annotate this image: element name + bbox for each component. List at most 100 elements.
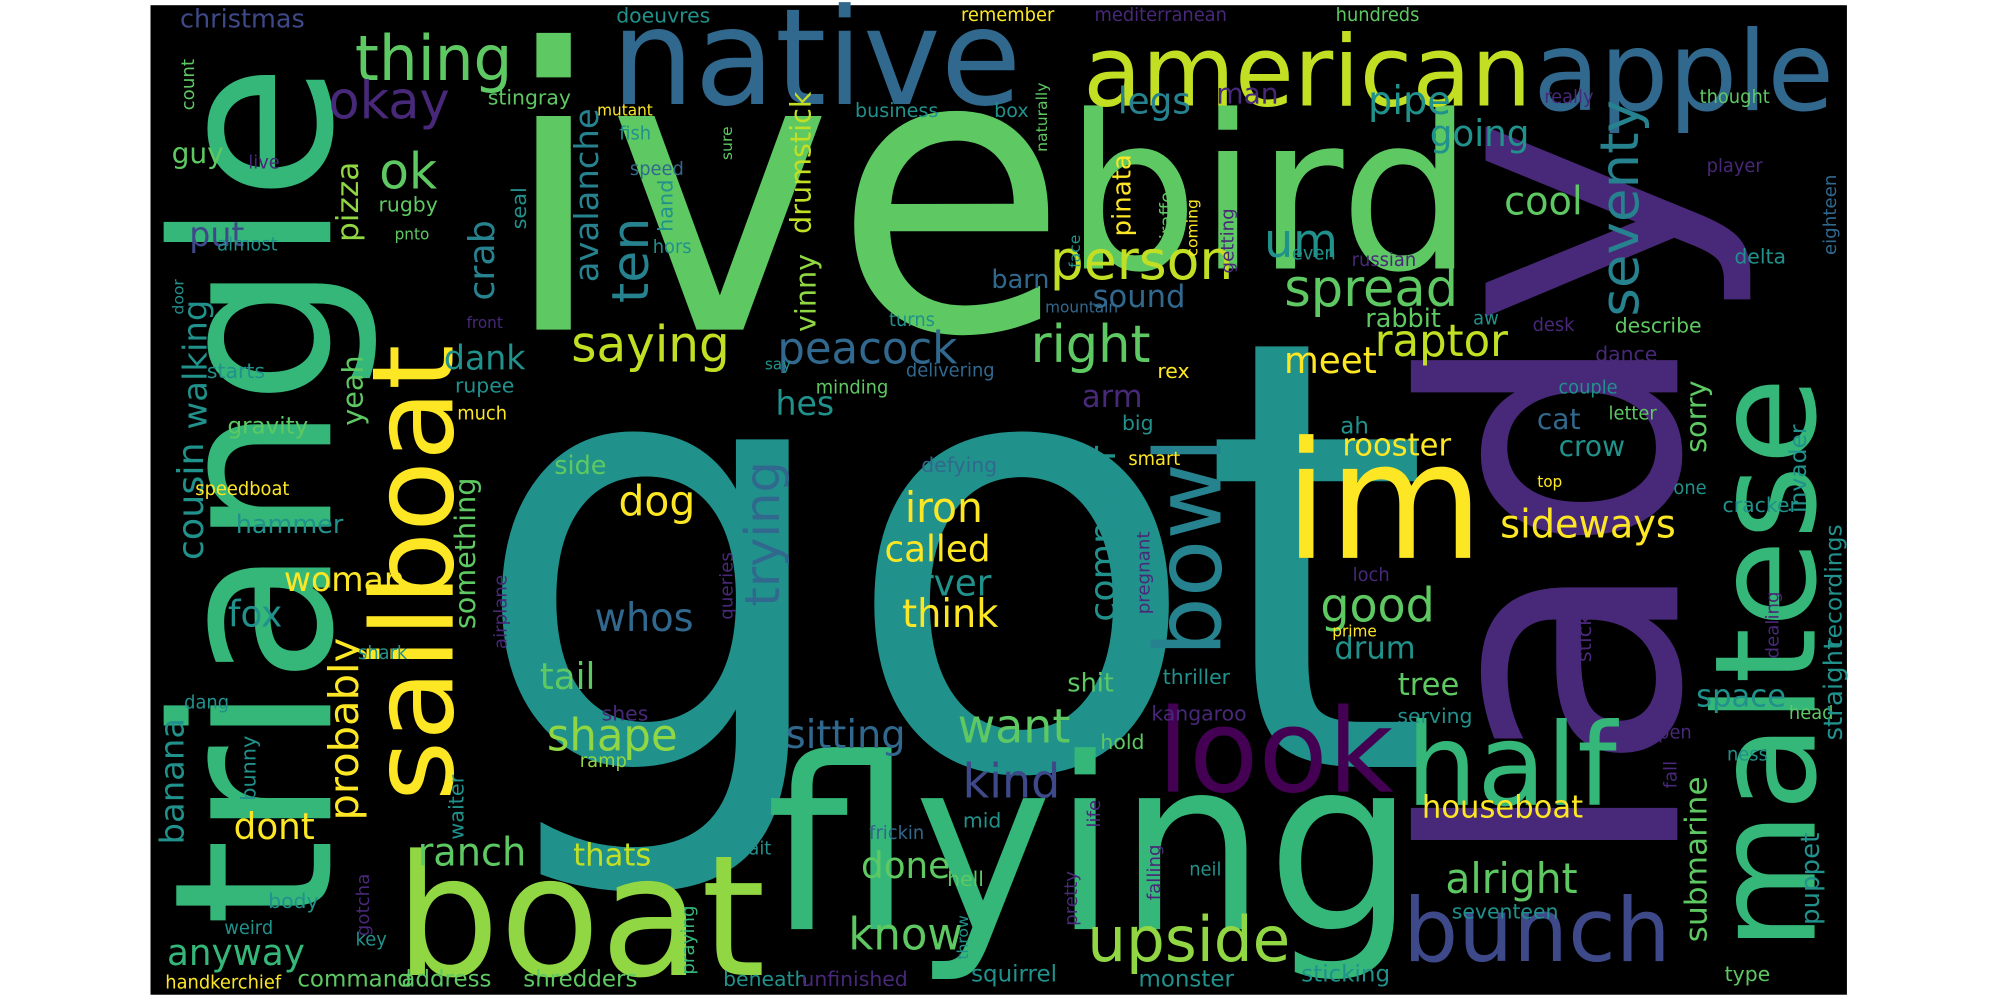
word: spread	[1284, 259, 1458, 320]
word: queries	[717, 552, 738, 620]
word: monster	[1138, 965, 1234, 992]
word: thing	[355, 22, 512, 95]
word: dank	[444, 338, 526, 377]
word: unfinished	[801, 967, 907, 991]
word: sideways	[1500, 502, 1676, 547]
word: alright	[1445, 855, 1577, 903]
word: business	[855, 99, 938, 122]
word: walking	[176, 300, 215, 430]
word: sailboat	[349, 345, 481, 802]
word: legs	[1118, 80, 1191, 122]
word: gotcha	[353, 874, 374, 937]
word: speed	[630, 159, 684, 180]
word: turns	[889, 310, 935, 331]
word: pinata	[1108, 154, 1138, 236]
word: man	[1216, 77, 1278, 110]
word: frickin	[869, 823, 924, 844]
word: sound	[1093, 279, 1186, 315]
word: right	[1031, 315, 1151, 376]
word: speedboat	[195, 479, 289, 500]
word: bunny	[237, 736, 261, 801]
word: vinny	[790, 254, 823, 332]
word: server	[878, 562, 991, 604]
word: loch	[1353, 565, 1390, 586]
word: seal	[507, 187, 531, 229]
word: fall	[1661, 761, 1682, 789]
word: describe	[1615, 313, 1702, 337]
word: sure	[718, 126, 736, 160]
word: rugby	[379, 192, 438, 216]
word: mutant	[597, 102, 653, 120]
word: hundreds	[1336, 5, 1420, 26]
word: aw	[1473, 308, 1499, 329]
word: naturally	[1033, 82, 1051, 151]
word: rooster	[1342, 427, 1451, 463]
word: getting	[1218, 208, 1239, 273]
word: much	[457, 403, 507, 424]
word: know	[848, 909, 963, 961]
word: upside	[1087, 904, 1290, 977]
word: minding	[816, 377, 889, 398]
word: crab	[461, 220, 503, 301]
word: called	[884, 528, 990, 570]
word: sticking	[1301, 960, 1390, 987]
word: really	[1544, 87, 1594, 108]
word: ramp	[580, 751, 627, 772]
word: count	[178, 59, 199, 110]
word: live	[248, 152, 279, 173]
word: mid	[963, 808, 1001, 832]
word: sorry	[1680, 380, 1713, 452]
word: letter	[1609, 403, 1658, 424]
word: tail	[540, 656, 596, 698]
word: american	[1083, 15, 1531, 129]
word: lady	[1352, 116, 1761, 874]
word: boat	[395, 820, 765, 1000]
word: want	[958, 699, 1071, 754]
word: dang	[184, 692, 229, 713]
word: barn	[991, 265, 1049, 295]
word: almost	[217, 234, 277, 255]
word: door	[170, 278, 188, 314]
word: stick	[1572, 614, 1596, 662]
word: ten	[602, 218, 661, 303]
word: recordings	[1821, 524, 1848, 647]
word: put	[189, 215, 244, 254]
word: face	[1066, 235, 1084, 268]
word: cat	[1537, 403, 1581, 436]
word: delivering	[906, 360, 995, 381]
word: cracker	[1723, 493, 1799, 517]
word: rabbit	[1365, 304, 1441, 334]
word: pizza	[330, 162, 366, 242]
word: fox	[228, 593, 282, 635]
word: got	[470, 211, 1431, 908]
word: throw	[954, 915, 972, 959]
word: dealing	[1763, 591, 1784, 658]
word: hand	[654, 180, 678, 232]
word: straight	[1819, 640, 1849, 741]
word: command	[297, 965, 412, 992]
word: meet	[1284, 339, 1377, 381]
word: apple	[1533, 7, 1834, 136]
word: invader	[1785, 424, 1812, 513]
word: beneath	[723, 967, 807, 991]
word: seventy	[1589, 100, 1651, 317]
word: couple	[1558, 377, 1617, 398]
word: pipe	[1368, 79, 1451, 124]
word: bowl	[1135, 437, 1242, 657]
word: wait	[734, 838, 771, 859]
word: dont	[234, 806, 315, 848]
word: shape	[547, 710, 678, 762]
word: christmas	[180, 4, 305, 34]
word: thought	[1700, 87, 1770, 108]
word: ive	[500, 0, 1068, 423]
word: gravity	[228, 412, 309, 439]
word: shredders	[523, 965, 637, 992]
word: raptor	[1375, 315, 1508, 367]
word: triangle	[127, 63, 382, 926]
word: puppet	[1796, 833, 1826, 925]
word: ranch	[418, 830, 527, 875]
word: delta	[1734, 244, 1786, 268]
word: say	[765, 355, 791, 373]
